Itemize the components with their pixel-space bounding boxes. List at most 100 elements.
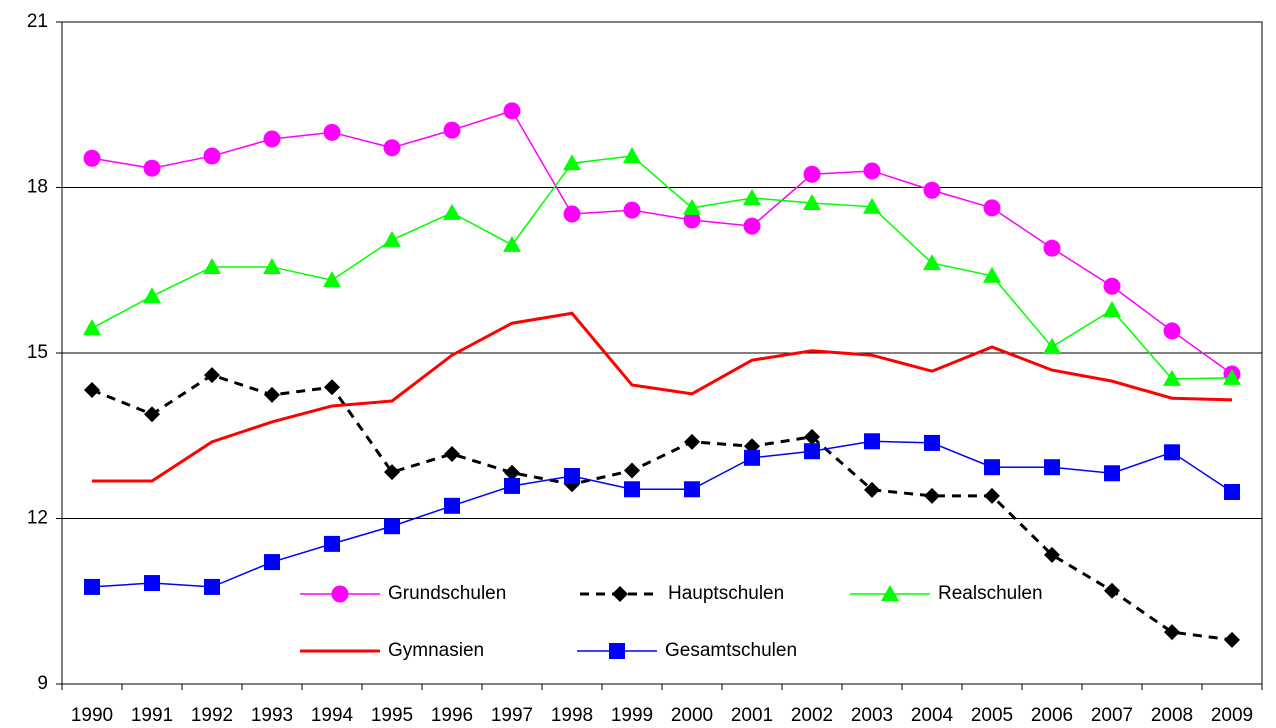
x-tick-label: 1993 xyxy=(251,705,293,726)
marker xyxy=(804,428,820,445)
x-tick-label: 2000 xyxy=(671,705,713,726)
marker xyxy=(683,198,701,215)
marker xyxy=(743,188,761,205)
series-line xyxy=(91,109,1233,375)
marker xyxy=(443,121,461,139)
x-tick-label: 1999 xyxy=(611,705,653,726)
marker xyxy=(83,319,101,336)
y-tick-label: 18 xyxy=(27,177,48,198)
x-tick-label: 2008 xyxy=(1151,705,1193,726)
marker xyxy=(924,434,940,451)
x-tick-label: 2004 xyxy=(911,705,954,726)
marker xyxy=(864,481,880,498)
marker xyxy=(1104,582,1120,599)
marker xyxy=(204,578,220,595)
marker xyxy=(1163,322,1181,340)
legend-item: Hauptschulen xyxy=(580,583,784,604)
marker xyxy=(263,257,281,274)
marker xyxy=(203,257,221,274)
legend-marker xyxy=(612,586,628,602)
marker xyxy=(144,575,160,592)
marker xyxy=(983,266,1001,283)
marker xyxy=(323,123,341,141)
x-tick-label: 1994 xyxy=(311,705,354,726)
legend-label: Hauptschulen xyxy=(668,583,784,604)
marker xyxy=(1044,546,1060,563)
marker xyxy=(384,464,400,481)
series-line xyxy=(92,311,1233,483)
marker xyxy=(623,147,641,164)
marker xyxy=(504,477,520,494)
marker xyxy=(504,464,520,481)
marker xyxy=(143,159,161,177)
marker xyxy=(443,203,461,220)
marker xyxy=(324,535,340,552)
legend-item: Grundschulen xyxy=(300,583,506,604)
marker xyxy=(984,459,1000,476)
marker xyxy=(983,199,1001,217)
x-tick-label: 2003 xyxy=(851,705,893,726)
marker xyxy=(204,367,220,384)
series-line xyxy=(91,440,1233,588)
y-tick-label: 9 xyxy=(37,673,48,694)
legend-label: Gymnasien xyxy=(388,640,484,661)
x-tick-label: 2007 xyxy=(1091,705,1133,726)
marker xyxy=(1103,300,1121,317)
legend-label: Grundschulen xyxy=(388,583,506,604)
marker xyxy=(1223,368,1241,385)
marker xyxy=(564,468,580,485)
marker xyxy=(803,193,821,210)
marker xyxy=(744,449,760,466)
marker xyxy=(444,445,460,462)
y-tick-label: 15 xyxy=(27,342,48,363)
marker xyxy=(84,381,100,398)
x-tick-label: 2006 xyxy=(1031,705,1073,726)
y-tick-label: 12 xyxy=(27,508,48,529)
marker xyxy=(383,139,401,157)
legend-label: Gesamtschulen xyxy=(665,640,797,661)
x-tick-label: 1992 xyxy=(191,705,233,726)
legend-marker xyxy=(331,585,349,603)
marker xyxy=(264,554,280,571)
legend-label: Realschulen xyxy=(938,583,1043,604)
marker xyxy=(384,518,400,535)
marker xyxy=(1044,459,1060,476)
marker xyxy=(804,443,820,460)
marker xyxy=(683,211,701,229)
marker xyxy=(503,235,521,252)
x-tick-label: 2002 xyxy=(791,705,833,726)
marker xyxy=(264,386,280,403)
legend-item: Realschulen xyxy=(850,583,1043,604)
marker xyxy=(323,271,341,288)
marker xyxy=(1224,484,1240,501)
marker xyxy=(1164,444,1180,461)
x-tick-label: 1990 xyxy=(71,705,113,726)
marker xyxy=(324,379,340,396)
x-tick-label: 1998 xyxy=(551,705,593,726)
marker xyxy=(144,406,160,423)
series-line xyxy=(91,155,1233,380)
y-tick-label: 21 xyxy=(27,11,48,32)
marker xyxy=(623,201,641,219)
x-tick-label: 2005 xyxy=(971,705,1013,726)
marker xyxy=(1043,337,1061,354)
x-tick-label: 2001 xyxy=(731,705,773,726)
marker xyxy=(743,217,761,235)
x-tick-label: 1991 xyxy=(131,705,173,726)
marker xyxy=(563,154,581,171)
marker xyxy=(624,481,640,498)
marker xyxy=(143,287,161,304)
x-tick-label: 2009 xyxy=(1211,705,1253,726)
marker xyxy=(863,197,881,214)
marker xyxy=(263,130,281,148)
series-line xyxy=(91,373,1233,642)
marker xyxy=(563,205,581,223)
legend-item: Gymnasien xyxy=(300,640,484,661)
marker xyxy=(863,162,881,180)
marker xyxy=(984,487,1000,504)
marker xyxy=(1103,277,1121,295)
marker xyxy=(383,230,401,247)
marker xyxy=(684,433,700,450)
